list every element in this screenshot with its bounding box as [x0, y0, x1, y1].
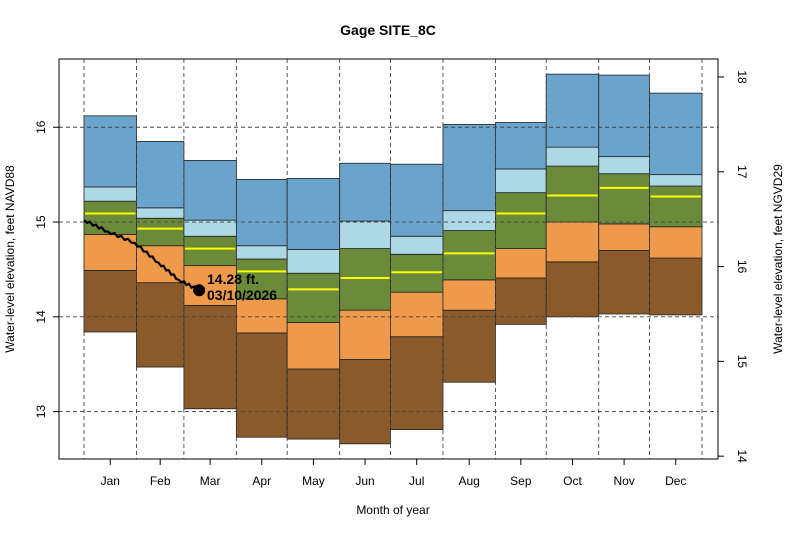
band-p10-p25-nov	[598, 223, 650, 251]
x-tick-label: Jan	[101, 474, 120, 488]
band-p75-p90-jun	[339, 220, 391, 249]
annotation-date: 03/10/2026	[207, 287, 277, 303]
current-series	[83, 219, 206, 297]
x-tick-label: Jul	[409, 474, 424, 488]
band-p90-max-feb	[136, 141, 185, 209]
y-tick-label-left: 16	[34, 120, 48, 134]
y-tick-label-left: 15	[34, 215, 48, 229]
band-p75-p90-feb	[136, 207, 185, 219]
band-p25-p75-nov	[598, 173, 650, 225]
band-p75-p90-may	[286, 249, 341, 274]
band-min-p10-aug	[442, 309, 496, 383]
band-min-p10-feb	[136, 282, 185, 368]
band-min-p10-dec	[649, 257, 703, 316]
band-min-p10-oct	[545, 261, 600, 318]
plot-frame	[58, 58, 719, 460]
y-axis-label-left: Water-level elevation, feet NAVD88	[3, 165, 17, 353]
y-tick-label-left: 14	[34, 310, 48, 324]
x-tick-label: Oct	[563, 474, 582, 488]
band-min-p10-jul	[390, 336, 444, 431]
x-tick-label: Mar	[200, 474, 221, 488]
y-tick-label-right: 18	[735, 70, 749, 84]
band-p75-p90-nov	[598, 156, 650, 175]
band-p75-p90-aug	[442, 210, 496, 231]
band-p10-p25-dec	[649, 226, 703, 259]
y-tick-label-left: 13	[34, 405, 48, 419]
band-p10-p25-oct	[545, 221, 600, 263]
band-p90-max-jul	[390, 163, 444, 237]
band-p10-p25-jun	[339, 309, 391, 360]
percentile-bands	[83, 73, 703, 445]
x-tick-label: Jun	[355, 474, 374, 488]
current-line	[83, 219, 200, 292]
x-tick-label: Apr	[252, 474, 271, 488]
band-p25-p75-dec	[649, 185, 703, 228]
y-tick-label-right: 14	[735, 449, 749, 463]
band-p25-p75-may	[286, 272, 341, 323]
band-min-p10-sep	[495, 277, 547, 325]
band-min-p10-jan	[83, 269, 137, 333]
x-tick-label: Sep	[510, 474, 532, 488]
band-p75-p90-jan	[83, 186, 137, 202]
band-min-p10-apr	[235, 332, 288, 438]
x-tick-label: Nov	[613, 474, 634, 488]
axes: Jan Feb Mar Apr May Jun Jul Aug Sep Oct Nov Dec 13 14…	[34, 70, 749, 488]
band-min-p10-mar	[183, 305, 237, 410]
band-p75-p90-oct	[545, 146, 600, 167]
band-p90-max-may	[286, 178, 341, 250]
band-p10-p25-aug	[442, 279, 496, 311]
band-p90-max-jun	[339, 162, 391, 222]
band-p75-p90-dec	[649, 174, 703, 187]
x-axis-label: Month of year	[356, 503, 429, 517]
x-tick-label: Aug	[459, 474, 480, 488]
chart-title: Gage SITE_8C	[340, 22, 436, 38]
band-p90-max-aug	[442, 124, 496, 212]
band-min-p10-nov	[598, 250, 650, 315]
y-tick-label-right: 15	[735, 355, 749, 369]
x-tick-label: May	[302, 474, 325, 488]
current-point	[193, 284, 206, 297]
x-tick-label: Dec	[665, 474, 686, 488]
y-tick-label-right: 17	[735, 165, 749, 179]
band-p25-p75-sep	[495, 192, 547, 249]
band-p25-p75-mar	[183, 235, 237, 267]
annotation-value: 14.28 ft.	[207, 271, 259, 287]
band-p10-p25-sep	[495, 248, 547, 279]
band-p90-max-jan	[83, 115, 137, 188]
band-p25-p75-jun	[339, 248, 391, 311]
band-p75-p90-sep	[495, 168, 547, 194]
band-p75-p90-apr	[235, 245, 288, 260]
band-p90-max-apr	[235, 178, 288, 247]
band-p25-p75-jan	[83, 200, 137, 235]
band-p10-p25-may	[286, 322, 341, 370]
band-min-p10-jun	[339, 359, 391, 445]
band-p90-max-nov	[598, 74, 650, 158]
band-p90-max-mar	[183, 160, 237, 221]
band-p10-p25-jan	[83, 233, 137, 271]
band-min-p10-may	[286, 368, 341, 440]
y-axis-label-right: Water-level elevation, feet NGVD29	[771, 164, 785, 354]
band-p75-p90-jul	[390, 235, 444, 255]
band-p25-p75-oct	[545, 165, 600, 223]
band-p25-p75-apr	[235, 258, 288, 300]
x-tick-label: Feb	[150, 474, 171, 488]
band-p10-p25-jul	[390, 291, 444, 338]
band-p10-p25-apr	[235, 298, 288, 334]
band-p90-max-sep	[495, 122, 547, 170]
band-p90-max-oct	[545, 73, 600, 148]
grid	[59, 59, 718, 459]
band-p25-p75-aug	[442, 230, 496, 281]
band-p75-p90-mar	[183, 219, 237, 237]
y-tick-label-right: 16	[735, 260, 749, 274]
band-p90-max-dec	[649, 92, 703, 176]
